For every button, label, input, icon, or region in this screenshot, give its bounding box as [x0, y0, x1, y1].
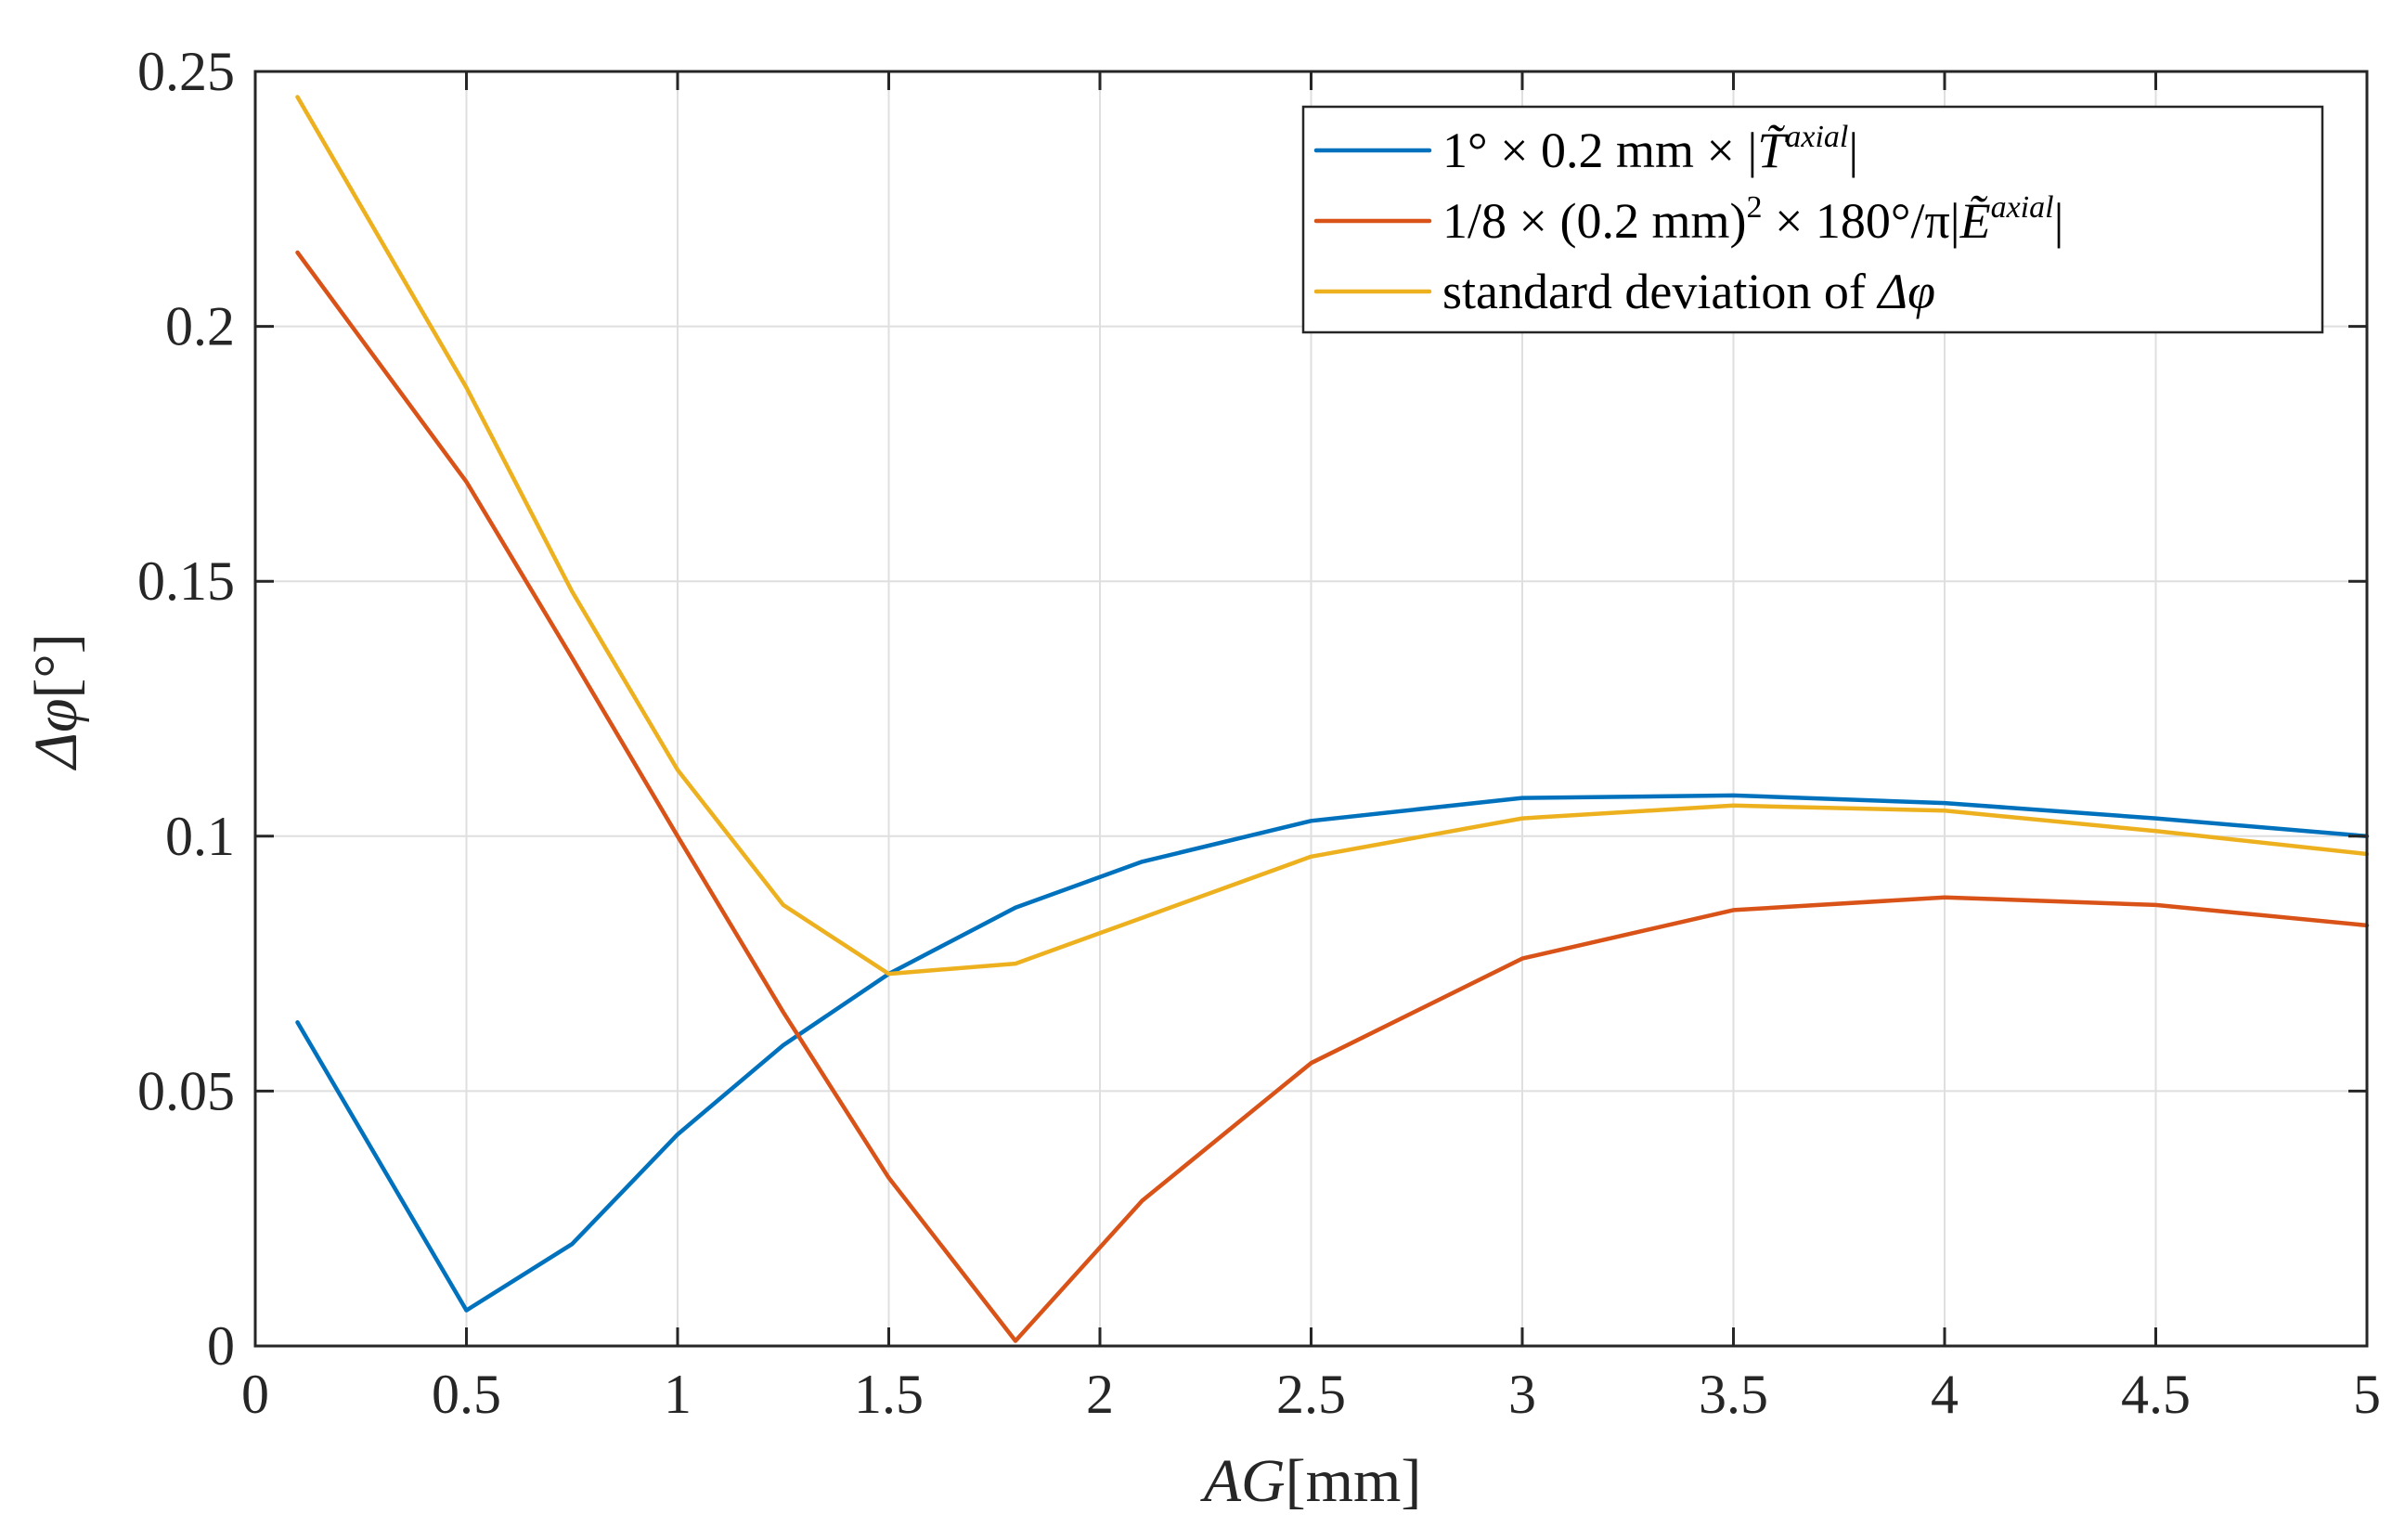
legend: 1° × 0.2 mm × |T̃axial| 1/8 × (0.2 mm)2 … [1301, 105, 2324, 334]
legend-label-series-1: 1° × 0.2 mm × |T̃axial| [1442, 120, 1858, 178]
y-tick-label: 0.25 [137, 41, 235, 102]
y-tick-label: 0.2 [165, 296, 235, 357]
legend-box [1301, 105, 2324, 334]
tick-layer [253, 70, 2369, 1348]
x-tick-label: 4 [1931, 1364, 1959, 1425]
y-tick-label: 0.1 [165, 806, 235, 867]
x-axis-label-variable: AG [1200, 1447, 1286, 1515]
y-axis-label: Δφ[°] [22, 633, 90, 771]
x-tick-label: 1 [664, 1364, 692, 1425]
x-tick-label: 4.5 [2121, 1364, 2191, 1425]
x-tick-label: 3 [1508, 1364, 1536, 1425]
y-axis-label-unit: [°] [22, 633, 90, 698]
series-line-3 [295, 95, 2370, 977]
y-tick-labels: 0 0.05 0.1 0.15 0.2 0.25 [137, 41, 235, 1377]
y-tick-label: 0 [207, 1315, 235, 1377]
legend-label-series-2: 1/8 × (0.2 mm)2 × 180°/π|Ẽaxial| [1442, 190, 2063, 249]
x-axis-label: AG[mm] [1200, 1447, 1422, 1515]
x-tick-label: 0.5 [432, 1364, 501, 1425]
x-tick-label: 3.5 [1699, 1364, 1768, 1425]
x-tick-label: 2 [1086, 1364, 1114, 1425]
series-line-2 [295, 250, 2370, 1343]
x-axis-label-unit: [mm] [1286, 1447, 1422, 1515]
x-tick-label: 2.5 [1276, 1364, 1346, 1425]
y-tick-label: 0.05 [137, 1060, 235, 1121]
y-axis-label-symbol: Δφ [22, 699, 90, 771]
series-layer [295, 95, 2370, 1343]
x-tick-label: 0 [241, 1364, 269, 1425]
x-tick-label: 1.5 [854, 1364, 924, 1425]
legend-label-series-3: standard deviation of Δφ [1442, 264, 1935, 319]
y-tick-label: 0.15 [137, 550, 235, 612]
x-tick-labels: 0 0.5 1 1.5 2 2.5 3 3.5 4 4.5 5 [241, 1364, 2381, 1425]
series-line-1 [295, 793, 2370, 1313]
x-tick-label: 5 [2353, 1364, 2381, 1425]
